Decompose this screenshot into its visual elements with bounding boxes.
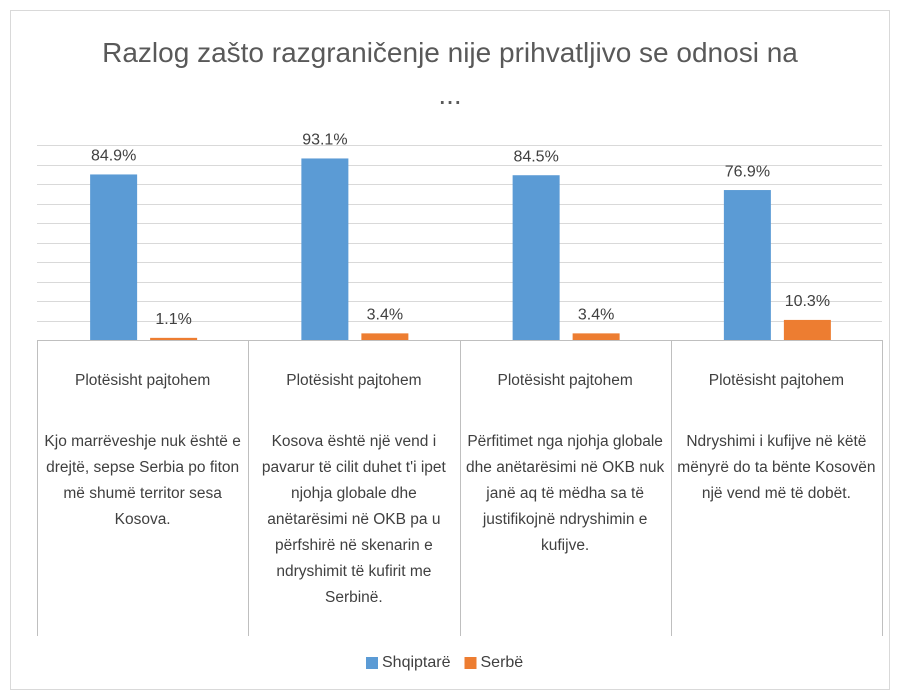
category-label: Kjo marrëveshje nuk është e drejtë, seps… bbox=[44, 433, 241, 528]
bar bbox=[361, 333, 409, 340]
category-group-label: Plotësisht pajtohem bbox=[497, 372, 633, 389]
bar bbox=[512, 175, 560, 340]
bar bbox=[150, 337, 198, 340]
data-label: 1.1% bbox=[155, 311, 191, 328]
bar bbox=[783, 319, 831, 340]
data-label: 3.4% bbox=[367, 307, 403, 324]
legend-label: Shqiptarë bbox=[382, 654, 451, 671]
category-label: Ndryshimi i kufijve në këtë mënyrë do ta… bbox=[677, 433, 876, 502]
data-label: 84.5% bbox=[513, 148, 558, 165]
bar bbox=[572, 333, 620, 340]
data-label: 3.4% bbox=[578, 307, 614, 324]
bar bbox=[90, 174, 138, 340]
category-group-label: Plotësisht pajtohem bbox=[286, 372, 422, 389]
category-label: Kosova është një vend i pavarur të cilit… bbox=[261, 433, 446, 606]
chart-border bbox=[10, 10, 890, 690]
legend-swatch bbox=[366, 657, 378, 669]
category-group-label: Plotësisht pajtohem bbox=[708, 372, 845, 389]
chart-title: Razlog zašto razgraničenje nije prihvatl… bbox=[102, 37, 798, 110]
legend-label: Serbë bbox=[481, 654, 524, 671]
data-label: 76.9% bbox=[725, 163, 770, 180]
data-label: 84.9% bbox=[91, 148, 136, 165]
legend-swatch bbox=[464, 657, 477, 669]
data-label: 93.1% bbox=[302, 132, 347, 149]
category-group-label: Plotësisht pajtohem bbox=[74, 372, 211, 389]
bar bbox=[723, 190, 771, 340]
data-label: 10.3% bbox=[785, 293, 830, 310]
category-label: Përfitimet nga njohja globale dhe anëtar… bbox=[466, 433, 665, 554]
bar bbox=[301, 158, 349, 340]
